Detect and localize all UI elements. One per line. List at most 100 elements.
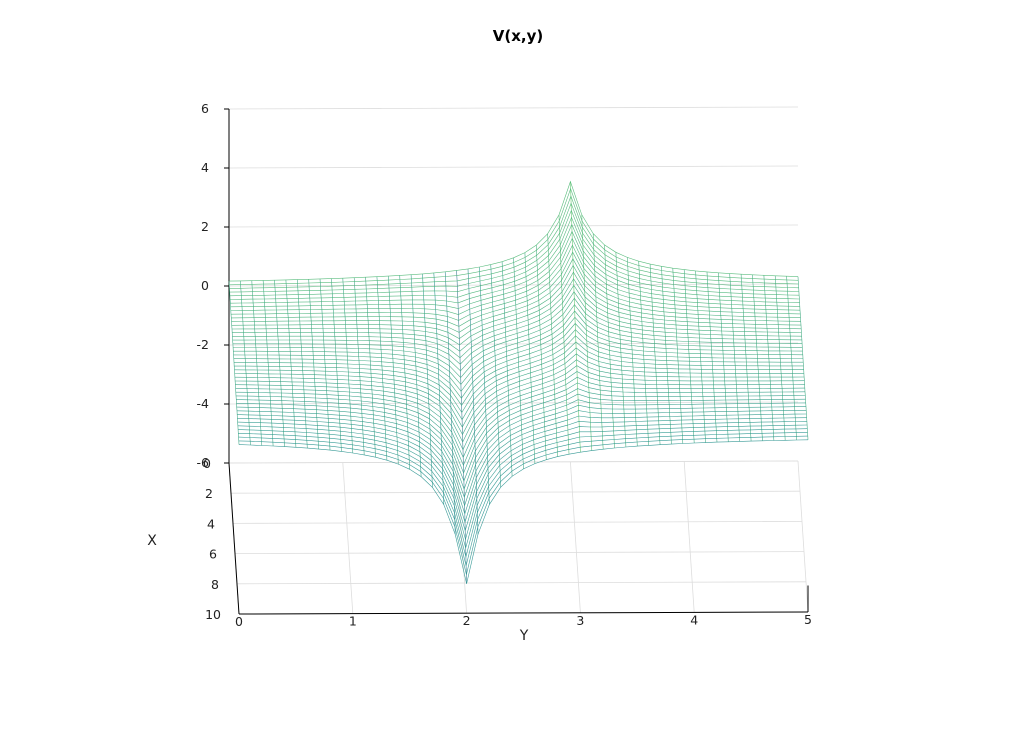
- wire-line-y: [319, 278, 331, 451]
- wire-line-y: [365, 277, 376, 458]
- wire-line-x: [228, 180, 799, 282]
- wire-line-x: [229, 195, 799, 289]
- grid-line-z: [228, 283, 799, 287]
- grid-line-y: [342, 462, 354, 614]
- wire-line-x: [238, 435, 808, 575]
- x-axis-line: [228, 462, 240, 615]
- y-tick-label: 0: [235, 614, 243, 629]
- wire-line-x: [231, 258, 801, 333]
- wire-line-x: [236, 393, 806, 490]
- x-tick-label: 0: [203, 456, 211, 471]
- wire-line-x: [230, 230, 800, 309]
- y-tick-label: 2: [463, 613, 471, 628]
- wire-line-y: [501, 261, 513, 477]
- y-tick-label: 1: [349, 614, 357, 629]
- grid-line-z: [228, 224, 799, 228]
- wire-line-x: [231, 271, 802, 346]
- z-tick-label: 2: [201, 219, 209, 234]
- x-tick-label: 10: [205, 607, 221, 622]
- grid-line-z: [228, 106, 799, 110]
- z-tick-label: -4: [197, 396, 210, 411]
- wire-line-y: [752, 274, 763, 441]
- wire-line-y: [331, 278, 342, 452]
- wire-line-y: [695, 270, 706, 443]
- surface-wireframe: [228, 180, 809, 584]
- wire-line-x: [234, 353, 804, 436]
- wire-line-x: [233, 310, 803, 385]
- wire-line-x: [235, 376, 805, 466]
- x-tick-label: 2: [205, 486, 213, 501]
- wire-line-x: [235, 359, 805, 443]
- wire-line-y: [297, 279, 308, 449]
- y-axis-label: Y: [519, 628, 529, 644]
- wire-line-y: [467, 268, 479, 535]
- wire-line-x: [232, 291, 802, 365]
- grid-line-x: [230, 490, 801, 494]
- wire-line-x: [238, 428, 808, 558]
- wire-line-y: [285, 279, 297, 448]
- grid-line-y: [570, 461, 581, 613]
- grid-line-x: [232, 521, 803, 524]
- wire-line-x: [235, 371, 805, 459]
- wire-line-x: [237, 417, 807, 532]
- wire-line-x: [230, 216, 800, 300]
- wire-line-x: [230, 223, 800, 304]
- wire-line-x: [229, 187, 799, 286]
- wire-line-y: [740, 274, 752, 442]
- wire-line-x: [230, 237, 800, 315]
- grid-line-y: [797, 460, 809, 613]
- z-tick-label: 4: [201, 160, 209, 175]
- wire-line-y: [342, 278, 354, 454]
- grid-line-x: [234, 551, 805, 554]
- wire-line-x: [229, 202, 799, 293]
- wire-line-x: [236, 399, 806, 499]
- wire-line-y: [672, 268, 684, 444]
- grid-line-x: [228, 460, 799, 464]
- wire-line-x: [238, 424, 808, 550]
- y-tick-label: 5: [804, 612, 812, 627]
- wire-line-x: [237, 413, 807, 524]
- wire-line-y: [308, 279, 319, 450]
- wire-line-x: [236, 404, 807, 507]
- wire-line-x: [237, 421, 807, 541]
- wire-line-y: [763, 275, 775, 441]
- x-tick-label: 4: [207, 516, 215, 531]
- wire-line-y: [228, 281, 240, 445]
- y-tick-label: 3: [576, 613, 584, 628]
- wire-line-x: [234, 329, 803, 406]
- grid-line-y: [683, 461, 695, 613]
- wire-line-x: [235, 365, 805, 451]
- wire-line-y: [786, 276, 797, 441]
- x-axis-label: X: [147, 533, 157, 549]
- grid-line-z: [228, 165, 799, 169]
- z-tick-label: 0: [201, 278, 209, 293]
- z-tick-label: -2: [197, 337, 209, 352]
- wire-line-y: [683, 269, 695, 444]
- wire-line-y: [774, 275, 786, 441]
- wire-line-x: [232, 284, 802, 359]
- wire-line-x: [229, 209, 799, 297]
- wire-line-x: [230, 244, 801, 321]
- wire-line-x: [234, 335, 804, 414]
- wire-line-y: [240, 280, 251, 446]
- wire-line-x: [232, 278, 802, 352]
- wire-line-x: [236, 388, 806, 482]
- y-tick-label: 4: [690, 612, 698, 627]
- grid-line-x: [236, 581, 807, 585]
- wire-line-x: [233, 304, 803, 379]
- wire-line-y: [410, 274, 422, 477]
- wire-line-y: [729, 273, 740, 442]
- wire-line-x: [233, 316, 803, 392]
- chart-title: V(x,y): [492, 27, 544, 45]
- wire-line-x: [234, 347, 804, 428]
- x-tick-label: 8: [211, 577, 219, 592]
- wire-line-y: [649, 264, 661, 445]
- wire-line-x: [238, 432, 808, 566]
- wire-line-x: [235, 382, 806, 474]
- wire-line-x: [234, 341, 804, 421]
- wire-line-y: [262, 280, 274, 447]
- wire-line-x: [233, 323, 803, 399]
- wire-line-y: [661, 266, 672, 445]
